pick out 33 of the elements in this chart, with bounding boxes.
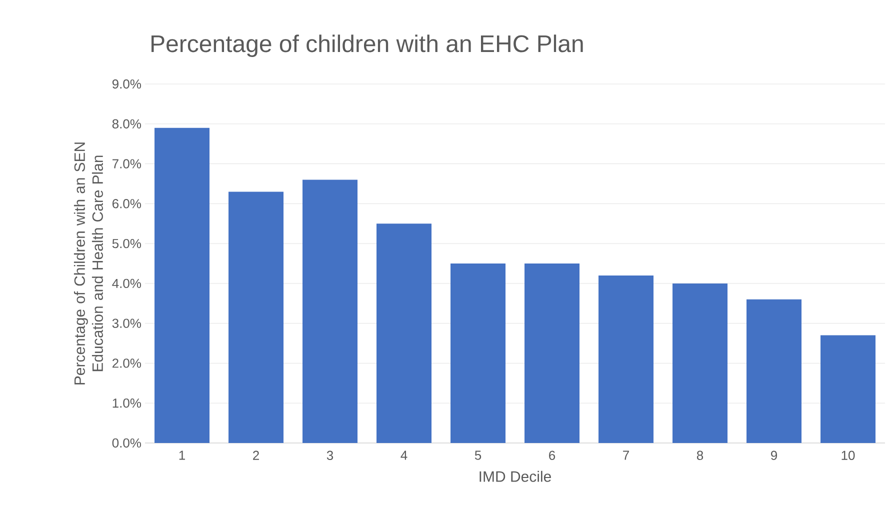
y-axis-title: Percentage of Children with an SEN Education and Health Care Plan	[74, 142, 103, 384]
x-tick-label: 4	[400, 450, 408, 460]
bar	[228, 192, 284, 443]
y-tick-label: 2.0%	[112, 358, 142, 368]
y-tick-label: 1.0%	[112, 398, 142, 408]
bar	[820, 335, 876, 443]
y-tick-label: 9.0%	[112, 79, 142, 89]
y-tick-label: 4.0%	[112, 278, 142, 288]
y-tick-label: 3.0%	[112, 318, 142, 328]
x-tick-label: 1	[179, 450, 185, 460]
x-tick-label: 10	[842, 450, 855, 460]
bar	[524, 263, 580, 443]
bar	[376, 224, 432, 443]
chart-title: Percentage of children with an EHC Plan	[152, 34, 583, 57]
x-tick-label: 9	[771, 450, 778, 460]
x-tick-label: 2	[253, 450, 259, 460]
y-tick-label: 5.0%	[112, 238, 142, 248]
y-tick-label: 6.0%	[112, 199, 142, 208]
x-axis-title: IMD Decile	[480, 470, 551, 482]
y-tick-label: 7.0%	[112, 159, 142, 168]
bar	[154, 128, 210, 443]
bar	[598, 275, 654, 443]
bar	[302, 180, 358, 443]
bar	[672, 283, 728, 443]
bar	[450, 263, 506, 443]
y-tick-label: 0.0%	[112, 438, 142, 448]
y-tick-label: 8.0%	[112, 119, 142, 128]
x-tick-label: 3	[326, 450, 334, 460]
x-tick-label: 8	[696, 450, 704, 460]
x-tick-label: 7	[623, 450, 629, 460]
bar	[746, 299, 802, 443]
x-tick-label: 6	[549, 450, 556, 460]
x-tick-label: 5	[474, 450, 482, 460]
